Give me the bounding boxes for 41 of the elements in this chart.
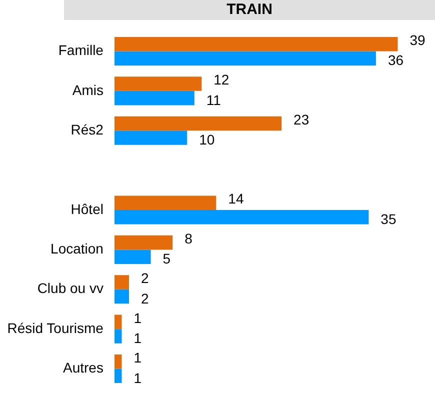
- y-tick-label: Hôtel: [70, 200, 104, 217]
- data-label: 12: [214, 72, 230, 88]
- bar: [114, 130, 188, 145]
- chart-title: TRAIN: [64, 0, 435, 20]
- data-label: 2: [141, 270, 149, 286]
- y-tick-label: Autres: [63, 360, 104, 376]
- y-tick-label: Amis: [72, 82, 104, 98]
- bar: [114, 354, 122, 369]
- data-label: 5: [162, 250, 171, 267]
- bar: [114, 196, 216, 210]
- bar: [114, 116, 282, 131]
- bar: [114, 235, 173, 250]
- y-tick-label: Club ou vv: [37, 280, 104, 296]
- data-label: 8: [184, 230, 193, 246]
- bar: [114, 368, 122, 384]
- data-label: 1: [134, 370, 142, 386]
- data-label: 39: [410, 32, 426, 48]
- bar: [114, 36, 398, 52]
- data-label: 2: [141, 290, 149, 306]
- y-tick-label: Rés2: [70, 121, 104, 138]
- bar: [114, 76, 202, 91]
- y-tick-label: Location: [50, 240, 104, 257]
- data-label: 11: [206, 92, 222, 108]
- bar: [114, 90, 194, 106]
- data-label: 1: [134, 310, 142, 326]
- data-label: 1: [134, 349, 142, 366]
- bar: [114, 289, 129, 304]
- data-label: 35: [380, 211, 396, 228]
- data-label: 14: [228, 190, 244, 207]
- bar: [114, 314, 122, 330]
- data-label: 23: [294, 111, 310, 128]
- bar: [114, 51, 376, 66]
- y-tick-label: Résid Tourisme: [7, 320, 104, 336]
- data-label: 1: [134, 330, 142, 346]
- y-tick-label: Famille: [58, 42, 104, 58]
- bar: [114, 329, 122, 344]
- data-label: 10: [199, 132, 215, 148]
- bar: [114, 250, 151, 264]
- bar: [114, 210, 369, 224]
- bar: [114, 275, 129, 290]
- data-label: 36: [388, 52, 404, 68]
